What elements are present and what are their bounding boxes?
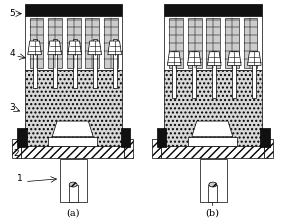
Polygon shape <box>68 41 82 55</box>
Polygon shape <box>88 41 102 55</box>
Text: (b): (b) <box>205 209 219 218</box>
Bar <box>25 16 122 70</box>
Ellipse shape <box>209 182 217 187</box>
Bar <box>164 70 262 147</box>
Bar <box>67 18 80 68</box>
Polygon shape <box>247 52 261 65</box>
Polygon shape <box>227 52 241 65</box>
Bar <box>260 128 270 147</box>
Polygon shape <box>167 52 181 65</box>
Bar <box>188 137 237 147</box>
Polygon shape <box>152 139 160 158</box>
Polygon shape <box>108 41 122 55</box>
Bar <box>33 39 37 88</box>
Bar <box>48 18 62 68</box>
Bar <box>212 51 216 98</box>
Polygon shape <box>264 139 273 158</box>
Bar <box>172 51 176 98</box>
Bar <box>157 128 166 147</box>
Bar <box>164 4 262 16</box>
Polygon shape <box>12 139 21 158</box>
Bar <box>188 18 202 68</box>
Bar <box>169 18 183 68</box>
Bar <box>252 51 256 98</box>
Bar <box>225 18 239 68</box>
Bar <box>208 185 217 202</box>
Text: 1: 1 <box>17 174 23 183</box>
Bar <box>30 18 43 68</box>
Polygon shape <box>28 41 41 55</box>
Text: 2: 2 <box>13 149 19 158</box>
Bar <box>48 137 97 147</box>
Polygon shape <box>52 121 93 137</box>
Bar <box>120 128 130 147</box>
Bar <box>21 147 124 158</box>
Bar <box>86 18 99 68</box>
Polygon shape <box>192 121 233 137</box>
Text: 5: 5 <box>9 9 15 18</box>
Polygon shape <box>187 52 201 65</box>
Bar <box>200 159 227 202</box>
Ellipse shape <box>69 182 77 187</box>
Bar <box>113 39 117 88</box>
Bar <box>232 51 236 98</box>
Bar <box>104 18 118 68</box>
Bar <box>160 147 264 158</box>
Bar <box>192 51 196 98</box>
Bar <box>60 159 87 202</box>
Bar <box>53 39 57 88</box>
Polygon shape <box>48 41 61 55</box>
Bar <box>25 70 122 147</box>
Bar <box>93 39 97 88</box>
Text: 4: 4 <box>9 49 15 58</box>
Bar <box>164 16 262 70</box>
Bar <box>17 128 27 147</box>
Polygon shape <box>124 139 133 158</box>
Text: (a): (a) <box>66 209 80 218</box>
Polygon shape <box>207 52 221 65</box>
Bar <box>244 18 257 68</box>
Text: 3: 3 <box>9 103 15 112</box>
Bar <box>206 18 220 68</box>
Bar <box>69 185 78 202</box>
Bar <box>25 4 122 16</box>
Bar <box>73 39 77 88</box>
